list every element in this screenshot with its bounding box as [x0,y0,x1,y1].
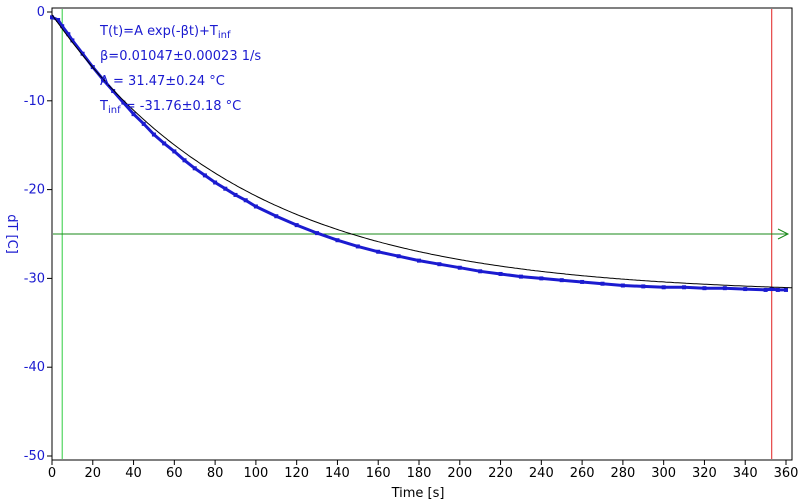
x-tick-label: 120 [284,466,309,481]
x-tick-label: 40 [125,466,142,481]
threshold-arrow-icon [777,228,790,240]
x-tick-label: 200 [447,466,472,481]
y-tick-label: -30 [24,271,45,286]
x-tick-label: 140 [325,466,350,481]
x-tick-label: 320 [692,466,717,481]
guide-lines [53,9,790,459]
fit-curve [51,14,793,289]
fit-amplitude: A = 31.47±0.24 °C [100,74,225,89]
x-tick-label: 80 [207,466,224,481]
x-axis-title: Time [s] [391,486,445,501]
data-series [50,15,788,292]
x-tick-label: 100 [243,466,268,481]
y-tick-label: 0 [37,5,45,20]
y-tick-label: -20 [24,183,45,198]
x-tick-label: 180 [407,466,432,481]
x-tick-label: 60 [166,466,183,481]
y-tick-label: -50 [24,449,45,464]
x-tick-label: 300 [651,466,676,481]
x-tick-label: 260 [570,466,595,481]
y-axis-title: dT [C] [4,214,19,254]
x-tick-label: 20 [85,466,102,481]
x-tick-label: 220 [488,466,513,481]
x-tick-label: 340 [733,466,758,481]
y-axis: 0 -10 -20 -30 -40 -50 [24,5,52,464]
y-tick-label: -40 [24,360,45,375]
x-tick-label: 160 [366,466,391,481]
data-series-line [51,15,786,292]
y-tick-label: -10 [24,94,45,109]
x-tick-label: 360 [774,466,799,481]
x-tick-label: 280 [610,466,635,481]
fit-tinf: Tinf = -31.76±0.18 °C [99,99,241,116]
x-tick-label: 240 [529,466,554,481]
fit-formula: T(t)=A exp(-βt)+Tinf [99,24,231,41]
x-axis: 0 20 40 60 80 100 120 140 160 180 200 220 240 260 280 3… [48,460,799,481]
x-tick-label: 0 [48,466,56,481]
fit-beta: β=0.01047±0.00023 1/s [100,49,261,64]
